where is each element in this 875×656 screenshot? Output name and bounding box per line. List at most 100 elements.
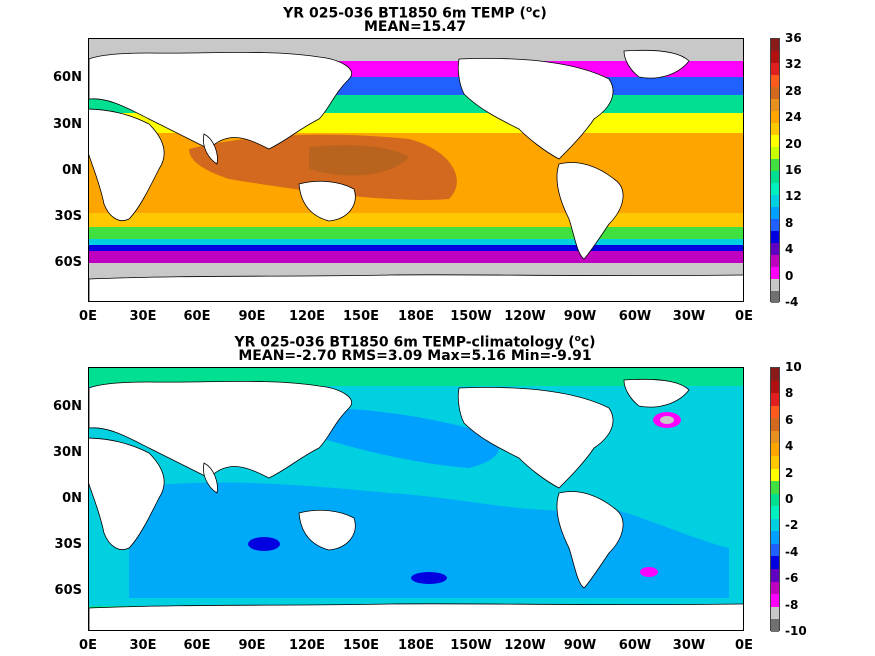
colorbar-label: -4: [785, 295, 799, 309]
panel1-title-degree: o: [525, 5, 533, 15]
p2-lon-1: 30E: [129, 638, 157, 653]
colorbar-swatch: [771, 267, 779, 279]
colorbar-swatch: [771, 195, 779, 207]
colorbar-swatch: [771, 556, 779, 569]
colorbar-swatch: [771, 39, 779, 51]
colorbar-swatch: [771, 380, 779, 394]
p2-lat-60n: 60N: [53, 399, 82, 414]
colorbar-label: -4: [785, 544, 799, 559]
colorbar-swatch: [771, 506, 779, 519]
p1-lon-9: 90W: [563, 309, 597, 324]
colorbar-swatch: [771, 147, 779, 159]
colorbar-swatch: [771, 594, 779, 607]
colorbar-label: 10: [785, 360, 802, 374]
p2-lat-60s: 60S: [54, 583, 82, 598]
colorbar-swatch: [771, 481, 779, 494]
p1-lat-0n: 0N: [62, 163, 82, 178]
colorbar-swatch: [771, 171, 779, 183]
panel2-title-text: YR 025-036 BT1850 6m TEMP-climatology (: [234, 334, 575, 351]
colorbar-label: 6: [785, 412, 794, 427]
colorbar-swatch: [771, 255, 779, 267]
colorbar-label: 20: [785, 136, 802, 151]
p1-lat-60s: 60S: [54, 255, 82, 270]
colorbar-swatch: [771, 368, 779, 381]
panel1-map: [88, 38, 744, 302]
colorbar-swatch: [771, 543, 779, 557]
colorbar-label: -10: [785, 624, 807, 638]
colorbar-swatch: [771, 619, 779, 632]
p2-lon-5: 150E: [342, 638, 380, 653]
colorbar-label: 0: [785, 268, 794, 283]
p2-lat-30s: 30S: [54, 537, 82, 552]
p2-lon-7: 150W: [450, 638, 492, 653]
p1-lat-30n: 30N: [53, 117, 82, 132]
p2-lon-9: 90W: [563, 638, 597, 653]
colorbar-swatch: [771, 243, 779, 255]
p2-lon-0: 0E: [79, 638, 97, 653]
colorbar-swatch: [771, 99, 779, 111]
p2-lon-11: 30W: [672, 638, 706, 653]
p2-lon-4: 120E: [288, 638, 326, 653]
colorbar-swatch: [771, 135, 779, 147]
colorbar-swatch: [771, 455, 779, 469]
colorbar-label: -8: [785, 597, 799, 612]
panel2-title-degree: o: [574, 334, 581, 344]
colorbar-swatch: [771, 606, 779, 620]
panel2-title: YR 025-036 BT1850 6m TEMP-climatology (o…: [0, 331, 830, 352]
colorbar-label: 32: [785, 57, 802, 72]
colorbar-swatch: [771, 430, 779, 444]
colorbar-swatch: [771, 75, 779, 87]
p1-lon-4: 120E: [288, 309, 326, 324]
colorbar-swatch: [771, 123, 779, 135]
colorbar-label: 8: [785, 386, 794, 401]
colorbar-swatch: [771, 569, 779, 582]
p1-lat-60n: 60N: [53, 70, 82, 85]
panel1-title-unit: c): [532, 5, 547, 22]
colorbar-swatch: [771, 279, 779, 291]
colorbar-label: 28: [785, 83, 802, 98]
p1-lon-6: 180E: [397, 309, 435, 324]
colorbar-swatch: [771, 231, 779, 243]
p1-lon-12: 0E: [735, 309, 753, 324]
p2-lon-6: 180E: [397, 638, 435, 653]
colorbar-swatch: [771, 405, 779, 419]
colorbar-swatch: [771, 291, 779, 303]
colorbar-swatch: [771, 183, 779, 195]
colorbar-swatch: [771, 219, 779, 231]
p2-lon-8: 120W: [504, 638, 546, 653]
p1-lon-7: 150W: [450, 309, 492, 324]
colorbar-swatch: [771, 393, 779, 406]
colorbar-swatch: [771, 418, 779, 431]
p1-lon-3: 90E: [238, 309, 266, 324]
colorbar-swatch: [771, 468, 779, 482]
colorbar-label: 8: [785, 215, 794, 230]
colorbar-label: 12: [785, 189, 802, 204]
panel1-colorbar: [770, 38, 780, 303]
panel2-colorbar: [770, 367, 780, 632]
colorbar-swatch: [771, 581, 779, 595]
colorbar-label: 4: [785, 439, 794, 454]
p2-lon-3: 90E: [238, 638, 266, 653]
colorbar-swatch: [771, 518, 779, 532]
colorbar-label: 2: [785, 465, 794, 480]
colorbar-label: 4: [785, 242, 794, 257]
colorbar-label: 0: [785, 492, 794, 506]
colorbar-swatch: [771, 63, 779, 75]
panel1-title: YR 025-036 BT1850 6m TEMP (oc): [0, 2, 830, 23]
panel2-map: [88, 367, 744, 631]
panel1-subtitle: MEAN=15.47: [363, 19, 467, 35]
colorbar-swatch: [771, 207, 779, 219]
panel2-title-unit: c): [580, 334, 596, 351]
colorbar-swatch: [771, 493, 779, 507]
colorbar-label: 16: [785, 163, 802, 177]
colorbar-label: 24: [785, 110, 802, 125]
colorbar-label: 36: [785, 31, 802, 45]
panel1-title-text: YR 025-036 BT1850 6m TEMP (: [283, 5, 526, 22]
p1-lon-2: 60E: [183, 309, 211, 324]
p2-lon-2: 60E: [183, 638, 211, 653]
p2-lat-30n: 30N: [53, 445, 82, 460]
p2-lat-0n: 0N: [62, 491, 82, 506]
colorbar-swatch: [771, 111, 779, 123]
p1-lon-11: 30W: [672, 309, 706, 324]
colorbar-swatch: [771, 531, 779, 544]
